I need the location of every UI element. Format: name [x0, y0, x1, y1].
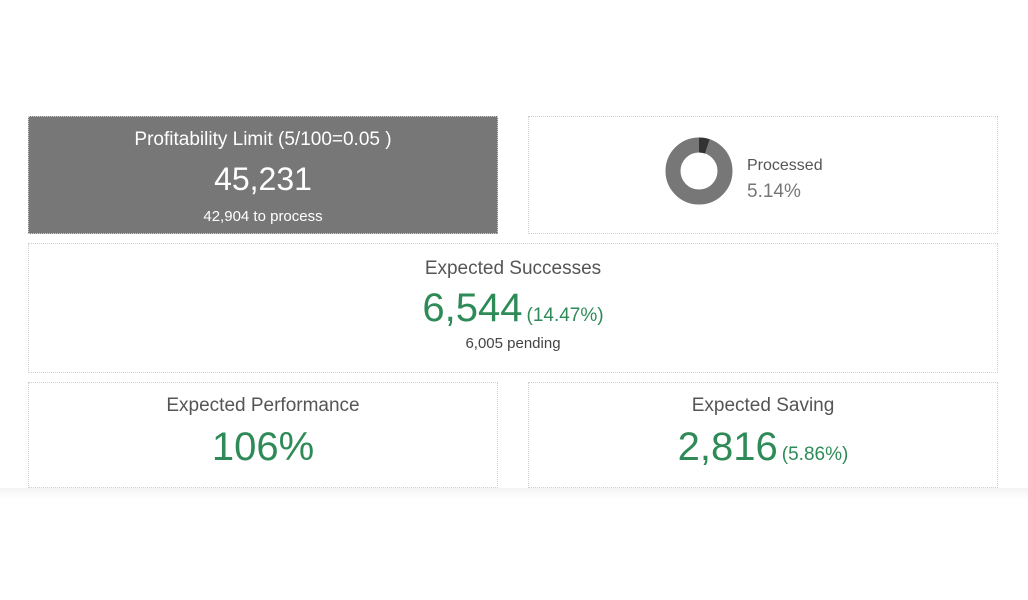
processed-card: Processed 5.14% — [528, 116, 998, 234]
expected-successes-card: Expected Successes 6,544 (14.47%) 6,005 p… — [28, 243, 998, 373]
expected-saving-card: Expected Saving 2,816 (5.86%) — [528, 382, 998, 488]
expected-successes-percent: (14.47%) — [526, 305, 604, 326]
expected-successes-value: 6,544 — [422, 286, 523, 330]
profitability-limit-card: Profitability Limit (5/100=0.05 ) 45,231… — [28, 116, 498, 234]
processed-percent: 5.14% — [747, 181, 801, 202]
expected-saving-percent: (5.86%) — [781, 444, 849, 465]
donut-ring — [665, 137, 733, 205]
expected-performance-card: Expected Performance 106% — [28, 382, 498, 488]
expected-saving-title: Expected Saving — [691, 395, 835, 416]
pending-count: 6,005 pending — [465, 335, 561, 352]
expected-successes-title: Expected Successes — [424, 258, 602, 279]
processed-label: Processed — [747, 157, 823, 174]
profitability-limit-title: Profitability Limit (5/100=0.05 ) — [134, 129, 392, 150]
expected-saving-value: 2,816 — [677, 425, 778, 469]
content-bottom-shadow — [0, 488, 1028, 500]
processed-donut-chart — [663, 135, 735, 207]
expected-performance-value: 106% — [211, 425, 315, 469]
to-process-count: 42,904 to process — [203, 208, 323, 225]
profitability-limit-value: 45,231 — [214, 161, 312, 197]
donut-progress-arc — [665, 137, 733, 205]
expected-performance-title: Expected Performance — [166, 395, 360, 416]
